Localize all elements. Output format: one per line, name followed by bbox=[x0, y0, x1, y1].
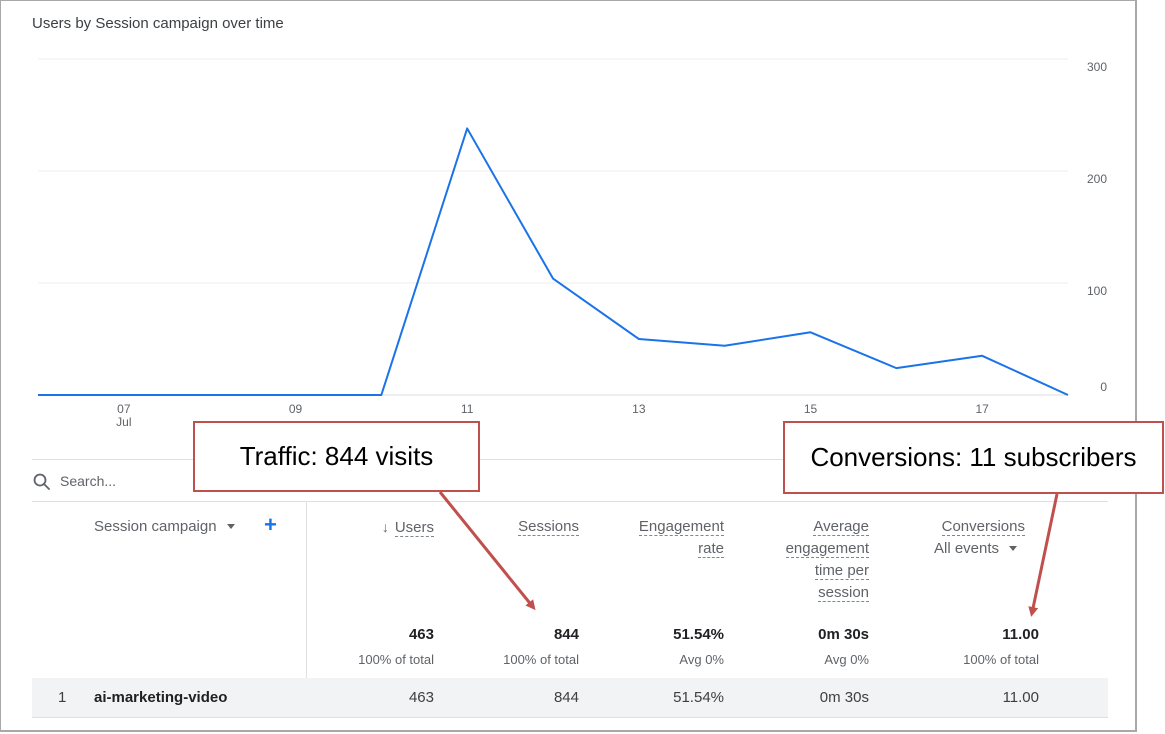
column-header-label: engagement bbox=[785, 540, 869, 558]
conversions-callout: Conversions: 11 subscribers bbox=[783, 421, 1164, 494]
total-conversions-sub: 100% of total bbox=[963, 652, 1039, 667]
chart-title: Users by Session campaign over time bbox=[32, 15, 284, 32]
column-header-label: Sessions bbox=[518, 518, 579, 536]
total-avg-engagement-time: 0m 30s bbox=[818, 626, 869, 643]
total-conversions: 11.00 bbox=[1002, 626, 1039, 643]
y-tick-label: 0 bbox=[1100, 380, 1107, 394]
search-icon bbox=[33, 473, 50, 490]
cell-conversions: 11.00 bbox=[1002, 689, 1039, 706]
conversion-event-label: All events bbox=[934, 540, 1000, 557]
column-header-users[interactable]: ↓ Users bbox=[374, 516, 434, 539]
row-index: 1 bbox=[58, 689, 67, 706]
data-table: Session campaign + ↓ Users Sessions Engag… bbox=[32, 501, 1108, 719]
y-tick-label: 300 bbox=[1087, 60, 1107, 74]
column-header-label: Users bbox=[394, 519, 434, 537]
chevron-down-icon bbox=[226, 524, 235, 529]
x-tick-label: 11 bbox=[461, 402, 474, 416]
cell-avg-engagement-time: 0m 30s bbox=[819, 689, 869, 706]
y-tick-label: 100 bbox=[1087, 284, 1107, 298]
column-header-label: Conversions bbox=[941, 518, 1025, 536]
column-header-conversions[interactable]: Conversions bbox=[905, 516, 1025, 538]
column-header-label: session bbox=[818, 584, 869, 602]
series-line bbox=[38, 127, 1069, 396]
cell-engagement-rate: 51.54% bbox=[673, 689, 724, 706]
total-engagement-rate-sub: Avg 0% bbox=[679, 652, 724, 667]
x-tick-label: 07 bbox=[117, 402, 131, 416]
cell-users: 463 bbox=[408, 689, 434, 706]
row-campaign: ai-marketing-video bbox=[94, 689, 228, 706]
table-row[interactable]: 1 ai-marketing-video 463 844 51.54% 0m 3… bbox=[32, 678, 1108, 718]
x-tick-label: 09 bbox=[289, 402, 303, 416]
x-tick-label: 15 bbox=[804, 402, 818, 416]
column-header-label: time per bbox=[814, 562, 869, 580]
x-tick-label: 13 bbox=[632, 402, 646, 416]
sort-descending-icon: ↓ bbox=[381, 519, 389, 535]
total-engagement-rate: 51.54% bbox=[673, 626, 724, 643]
total-sessions-sub: 100% of total bbox=[503, 652, 579, 667]
total-users-sub: 100% of total bbox=[358, 652, 434, 667]
chart-y-ticks: 0 100 200 300 bbox=[1087, 60, 1107, 394]
report-card: Users by Session campaign over time 07 Ju… bbox=[0, 0, 1137, 732]
cell-sessions: 844 bbox=[553, 689, 579, 706]
chevron-down-icon bbox=[1009, 546, 1018, 551]
total-avg-engagement-time-sub: Avg 0% bbox=[824, 652, 869, 667]
total-users: 463 bbox=[408, 626, 434, 643]
column-header-label: rate bbox=[698, 540, 724, 558]
column-header-engagement-rate[interactable]: Engagement rate bbox=[604, 516, 724, 560]
x-month-label: Jul bbox=[116, 415, 131, 429]
column-header-sessions[interactable]: Sessions bbox=[459, 516, 579, 538]
conversion-event-selector[interactable]: All events bbox=[934, 540, 1018, 557]
chart-series bbox=[38, 127, 1069, 396]
x-tick-label: 17 bbox=[975, 402, 989, 416]
y-tick-label: 200 bbox=[1087, 172, 1107, 186]
traffic-callout: Traffic: 844 visits bbox=[193, 421, 480, 492]
column-header-label: Engagement bbox=[638, 518, 724, 536]
column-divider bbox=[306, 502, 307, 718]
column-header-label: Average bbox=[813, 518, 869, 536]
dimension-header-label: Session campaign bbox=[94, 518, 217, 535]
total-sessions: 844 bbox=[553, 626, 579, 643]
dimension-selector[interactable]: Session campaign bbox=[94, 518, 235, 535]
chart-gridlines bbox=[38, 58, 1068, 396]
column-header-avg-engagement-time[interactable]: Average engagement time per session bbox=[749, 516, 869, 604]
add-dimension-button[interactable]: + bbox=[264, 512, 277, 537]
